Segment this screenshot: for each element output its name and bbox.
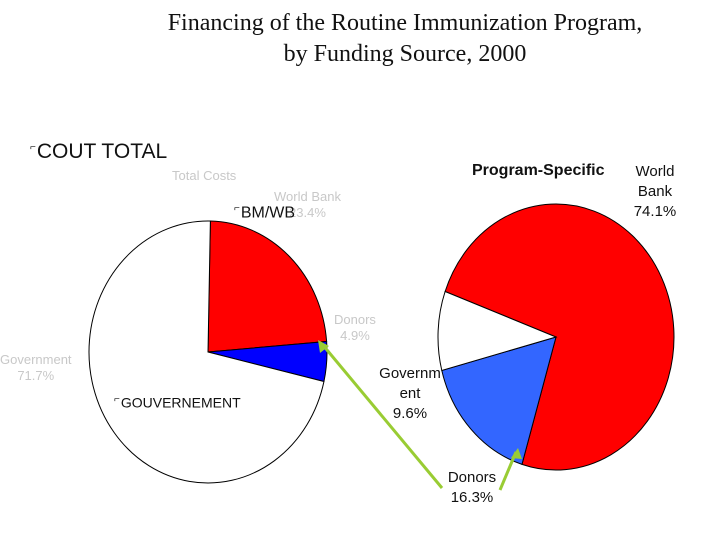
arrows: [318, 340, 522, 491]
right-world-bank-label: World Bank 74.1%: [624, 162, 686, 222]
right-government-pct: 9.6%: [392, 405, 428, 422]
left-pie-slice-government: [88, 220, 325, 484]
right-world-bank-name-1: World: [635, 163, 675, 180]
cout-total-text: COUT TOTAL: [36, 140, 168, 163]
right-government-label: Governm ent 9.6%: [374, 364, 446, 424]
right-pie-title: Program-Specific: [472, 162, 605, 179]
bm-wb-text: BM/WB: [240, 204, 296, 222]
left-donors-pct: 4.9%: [340, 328, 370, 343]
right-government-name-2: ent: [399, 385, 421, 402]
left-pie-title: Total Costs: [172, 168, 237, 183]
gouvernement-text: GOUVERNEMENT: [120, 394, 241, 411]
left-world-bank-label: World Bank 23.4%: [274, 189, 341, 221]
right-donors-pct: 16.3%: [450, 489, 494, 506]
slide-title: Financing of the Routine Immunization Pr…: [90, 8, 720, 70]
right-world-bank-pct: 74.1%: [633, 203, 677, 220]
left-world-bank-pct: 23.4%: [289, 205, 326, 220]
left-donors-label: Donors 4.9%: [334, 312, 376, 344]
right-donors-label: Donors 16.3%: [442, 468, 502, 508]
left-world-bank-name: World Bank: [274, 189, 341, 204]
title-line-2: by Funding Source, 2000: [283, 41, 527, 67]
arrow-head-right: [511, 448, 522, 459]
arrow-from-donors-label-to-left-donors: [320, 343, 444, 489]
gouvernement-label: ⌐GOUVERNEMENT: [114, 394, 241, 411]
arrow-head-left: [318, 340, 329, 353]
right-world-bank-name-2: Bank: [637, 183, 673, 200]
left-government-pct: 71.7%: [17, 368, 55, 383]
bm-wb-label: ⌐BM/WB: [234, 203, 295, 222]
left-pie-slice-world-bank: [207, 220, 328, 353]
right-pie: [437, 203, 675, 471]
cout-total-label: ⌐COUT TOTAL: [30, 140, 167, 164]
left-donors-name: Donors: [334, 312, 376, 327]
left-pie: [88, 220, 328, 484]
bullet-icon: ⌐: [30, 142, 36, 153]
left-government-label: Government 71.7%: [0, 352, 72, 384]
right-pie-slice-government: [437, 290, 558, 372]
right-pie-slice-world-bank: [444, 203, 675, 471]
arrow-from-donors-label-to-right-donors: [498, 451, 518, 491]
bullet-icon: ⌐: [114, 394, 120, 405]
left-government-name: Government: [0, 352, 72, 367]
title-line-1: Financing of the Routine Immunization Pr…: [167, 10, 643, 36]
bullet-icon: ⌐: [234, 203, 240, 214]
right-government-name-1: Governm: [379, 365, 441, 382]
right-donors-name: Donors: [447, 469, 497, 486]
